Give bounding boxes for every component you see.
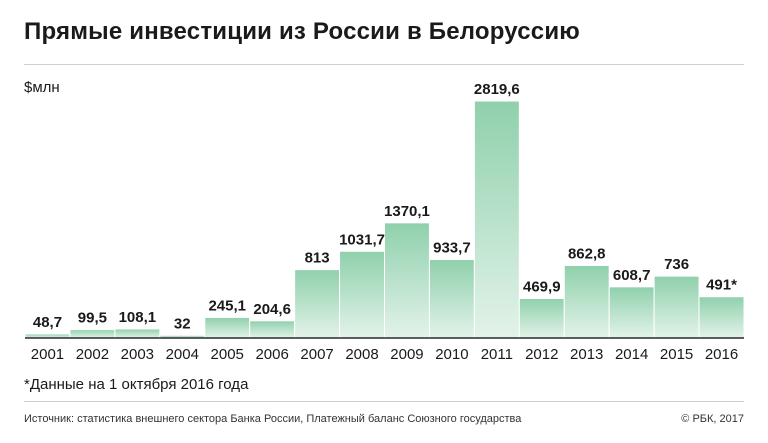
chart-title: Прямые инвестиции из России в Белоруссию [24,18,580,45]
bar-2012 [518,298,565,339]
bar-2003 [114,328,161,339]
value-label-2002: 99,5 [78,310,107,327]
value-label-2006: 204,6 [253,301,291,318]
value-label-2003: 108,1 [119,309,157,326]
x-tick-label-2009: 2009 [390,346,423,363]
x-tick-labels-group: 2001 2002 2003 2004 2005 2006 2007 2008 2009 2010… [31,346,738,363]
bar-2005 [204,316,251,339]
bar-2010 [428,259,475,339]
bar-2011 [473,100,520,339]
value-label-2013: 862,8 [568,245,606,262]
x-tick-label-2001: 2001 [31,346,64,363]
value-label-2007: 813 [305,250,330,267]
bar-2006 [249,320,296,339]
value-label-2005: 245,1 [208,297,246,314]
x-tick-label-2012: 2012 [525,346,558,363]
value-label-2014: 608,7 [613,267,651,284]
bars-group [24,100,745,339]
x-tick-label-2014: 2014 [615,346,648,363]
value-label-2016: 491* [706,277,737,294]
bar-2007 [294,269,341,339]
value-label-2001: 48,7 [33,314,62,331]
value-labels-group: 48,7 99,5 108,1 32 245,1 204,6 813 1031,7 1370,1… [33,81,737,332]
value-label-2012: 469,9 [523,279,561,296]
footer-divider [24,401,744,402]
value-label-2011: 2819,6 [474,81,520,98]
footnote: *Данные на 1 октября 2016 года [24,376,249,393]
bar-2008 [339,250,385,339]
x-tick-label-2002: 2002 [76,346,109,363]
y-axis-unit-label: $млн [24,79,60,96]
x-tick-label-2008: 2008 [345,346,378,363]
value-label-2015: 736 [664,256,689,273]
value-label-2004: 32 [174,315,191,332]
x-tick-label-2016: 2016 [705,346,738,363]
x-tick-label-2005: 2005 [211,346,244,363]
copyright: © РБК, 2017 [681,413,744,425]
bar-2013 [563,264,610,339]
x-tick-label-2007: 2007 [300,346,333,363]
x-tick-label-2003: 2003 [121,346,154,363]
x-tick-label-2013: 2013 [570,346,603,363]
value-label-2009: 1370,1 [384,203,430,220]
x-tick-label-2015: 2015 [660,346,693,363]
bar-2016 [698,296,745,339]
bar-2015 [653,275,700,339]
x-tick-label-2010: 2010 [435,346,468,363]
bar-2009 [384,222,430,339]
x-tick-label-2011: 2011 [481,346,513,363]
x-tick-label-2006: 2006 [255,346,288,363]
bar-2002 [69,329,116,339]
bar-2014 [608,286,655,339]
value-label-2008: 1031,7 [339,231,385,248]
value-label-2010: 933,7 [433,240,471,257]
x-tick-label-2004: 2004 [166,346,199,363]
source-note: Источник: статистика внешнего сектора Ба… [24,413,522,425]
title-divider [24,64,744,65]
